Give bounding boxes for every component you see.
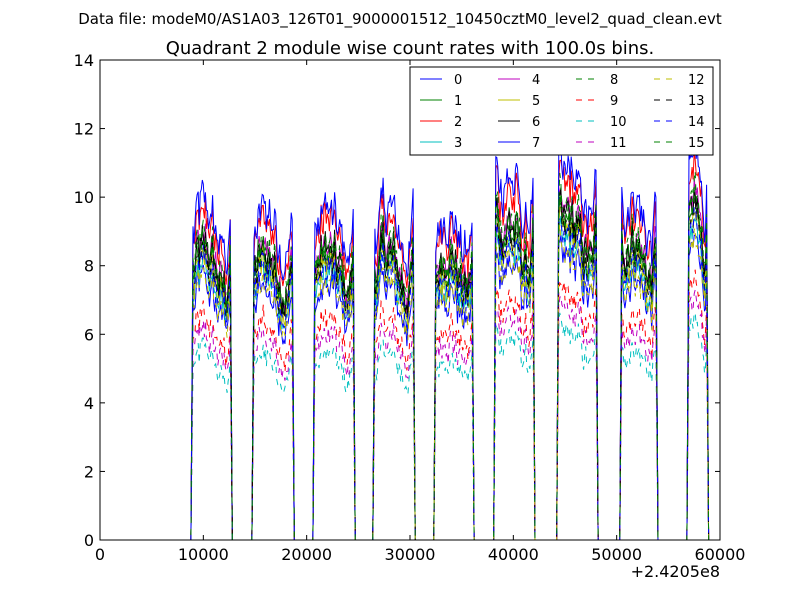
legend-label-11: 11 xyxy=(610,136,627,151)
legend-label-12: 12 xyxy=(688,73,705,88)
legend-box xyxy=(409,66,714,156)
y-tick-label: 14 xyxy=(74,51,94,70)
series-line-15 xyxy=(100,170,720,540)
legend-label-8: 8 xyxy=(610,73,618,88)
y-tick-label: 12 xyxy=(74,120,94,139)
y-tick-label: 0 xyxy=(84,531,94,550)
legend-label-7: 7 xyxy=(532,136,540,151)
x-tick-label: 10000 xyxy=(178,545,229,564)
x-tick-label: 40000 xyxy=(488,545,539,564)
series-layer xyxy=(100,137,720,540)
x-tick-label: 50000 xyxy=(591,545,642,564)
series-line-12 xyxy=(100,224,720,540)
legend-label-15: 15 xyxy=(688,136,705,151)
y-tick-label: 8 xyxy=(84,257,94,276)
legend-label-3: 3 xyxy=(454,136,462,151)
x-tick-label: 60000 xyxy=(695,545,746,564)
legend-label-6: 6 xyxy=(532,115,540,130)
y-tick-label: 2 xyxy=(84,462,94,481)
legend-label-0: 0 xyxy=(454,73,462,88)
x-tick-label: 0 xyxy=(95,545,105,564)
legend-label-1: 1 xyxy=(454,94,462,109)
series-line-13 xyxy=(100,197,720,540)
legend-label-9: 9 xyxy=(610,94,618,109)
y-tick-label: 10 xyxy=(74,188,94,207)
legend-label-10: 10 xyxy=(610,115,627,130)
legend-label-4: 4 xyxy=(532,73,540,88)
x-tick-label: 20000 xyxy=(281,545,332,564)
y-tick-label: 4 xyxy=(84,394,94,413)
axis-ticks: 0 10000 20000 30000 40000 50000 60000024681012… xyxy=(74,51,746,564)
legend-label-2: 2 xyxy=(454,115,462,130)
legend-label-14: 14 xyxy=(688,115,705,130)
y-tick-label: 6 xyxy=(84,325,94,344)
series-line-8 xyxy=(100,186,720,540)
legend-label-13: 13 xyxy=(688,94,705,109)
series-line-14 xyxy=(100,206,720,540)
chart-title: Quadrant 2 module wise count rates with … xyxy=(166,38,655,59)
legend-label-5: 5 xyxy=(532,94,540,109)
x-offset-label: +2.4205e8 xyxy=(631,562,720,581)
series-line-10 xyxy=(100,311,720,540)
x-tick-label: 30000 xyxy=(385,545,436,564)
data-file-suptitle: Data file: modeM0/AS1A03_126T01_90000015… xyxy=(78,10,722,29)
